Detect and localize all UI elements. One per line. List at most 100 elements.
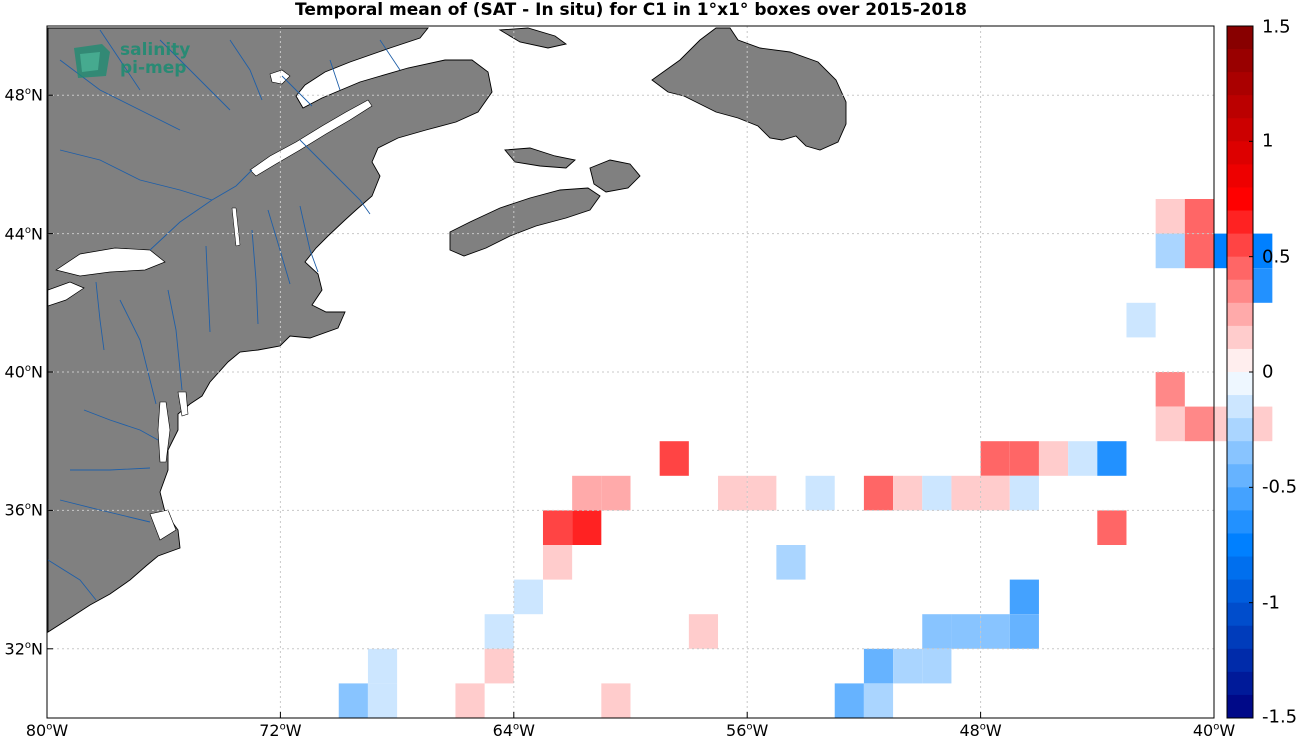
anomaly-cell: [1155, 372, 1185, 407]
anomaly-cell: [1009, 614, 1039, 649]
colorbar-swatch: [1227, 26, 1253, 50]
colorbar-swatch: [1227, 372, 1253, 396]
colorbar-swatch: [1227, 348, 1253, 373]
axis-ticks: [46, 94, 1215, 718]
anomaly-cell: [484, 648, 514, 684]
colorbar-swatch: [1227, 233, 1253, 258]
anomaly-cell: [863, 683, 894, 718]
saint-john-river: [299, 139, 371, 215]
roanoke-river: [59, 499, 151, 523]
penobscot-river: [299, 205, 319, 273]
anomaly-cell: [980, 614, 1010, 649]
colorbar-swatch: [1227, 464, 1253, 488]
anomaly-cell: [834, 683, 864, 718]
hudson-river: [205, 245, 211, 333]
anomaly-cell: [951, 475, 981, 511]
colorbar-swatch: [1227, 279, 1253, 304]
colorbar-swatch: [1227, 187, 1253, 212]
lon-tick-label: 64oW: [492, 721, 535, 740]
prince-edward-island: [504, 147, 576, 169]
anomaly-cell: [542, 545, 573, 580]
colorbar: [1226, 25, 1254, 719]
delaware-river: [167, 289, 183, 391]
lat-tick-label: 40oN: [4, 362, 43, 382]
lake-ontario: [55, 247, 166, 277]
potomac-river: [83, 409, 159, 441]
colorbar-swatch: [1227, 141, 1253, 165]
anomaly-cell: [805, 475, 835, 511]
anomaly-cell: [980, 441, 1010, 476]
anomaly-cell: [893, 648, 923, 684]
anomaly-cell: [922, 614, 952, 649]
anomaly-cell: [1068, 441, 1098, 476]
colorbar-swatch: [1227, 602, 1253, 627]
colorbar-swatch: [1227, 556, 1253, 581]
colorbar-swatch: [1227, 625, 1253, 650]
colorbar-swatch: [1227, 510, 1253, 534]
newfoundland: [651, 27, 847, 151]
anomaly-cell: [367, 683, 398, 718]
lon-tick-label: 40oW: [1192, 721, 1236, 740]
colorbar-swatch: [1227, 487, 1253, 511]
james-river: [70, 467, 151, 471]
cape-breton: [589, 159, 641, 193]
anomaly-cell: [601, 683, 631, 718]
north-america-coast: [47, 27, 493, 633]
colorbar-swatch: [1227, 533, 1253, 558]
colorbar-tick-label: -1.5: [1262, 706, 1298, 728]
colorbar-swatch: [1227, 395, 1253, 419]
map-title: Temporal mean of (SAT - In situ) for C1 …: [295, 0, 967, 20]
anomaly-cell: [922, 648, 952, 684]
kennebec-river: [267, 209, 291, 285]
colorbar-swatch: [1227, 441, 1253, 465]
anomaly-cell: [1038, 441, 1069, 476]
anomaly-cell: [659, 441, 689, 476]
anomaly-cell: [922, 475, 952, 511]
colorbar-swatch: [1227, 164, 1253, 188]
anomaly-cell: [1155, 199, 1185, 234]
nova-scotia: [449, 187, 601, 257]
lon-tick-label: 72oW: [259, 721, 302, 740]
lake-erie: [47, 281, 85, 307]
anomaly-cell: [338, 683, 368, 718]
colorbar-swatch: [1227, 579, 1253, 604]
anomaly-cell: [747, 475, 777, 511]
colorbar-swatch: [1227, 418, 1253, 442]
anomaly-cell: [980, 475, 1010, 511]
lon-tick-label: 80oW: [25, 721, 69, 740]
colorbar-tick-label: 1: [1262, 130, 1274, 152]
anomaly-cell: [455, 683, 485, 718]
rivers-layer: [47, 29, 401, 601]
lat-tick-label: 44oN: [4, 224, 43, 244]
logo-line-pimep: pi-mep: [120, 58, 187, 78]
anomaly-cell: [484, 614, 514, 649]
anomaly-cell: [1155, 406, 1185, 442]
salinity-pimep-logo-icon: [74, 44, 110, 78]
anomaly-cell: [776, 545, 806, 580]
colorbar-tick-label: 0: [1262, 361, 1274, 383]
pee-dee-river: [47, 559, 97, 601]
genesee-river: [95, 281, 105, 351]
anomaly-cell: [1184, 233, 1214, 269]
anomaly-cell: [951, 614, 981, 649]
anomaly-cell: [893, 475, 923, 511]
delaware-bay: [177, 391, 189, 417]
colorbar-swatch: [1227, 72, 1253, 96]
logo-line-salinity: salinity: [120, 40, 191, 60]
lat-tick-label: 48oN: [4, 85, 43, 105]
colorbar-swatch: [1227, 210, 1253, 235]
anomaly-cell: [542, 510, 573, 545]
anomaly-cell: [1009, 475, 1039, 511]
anomaly-cell: [688, 614, 719, 649]
colorbar-tick-label: -0.5: [1262, 476, 1298, 498]
anomaly-cells: [338, 199, 1273, 718]
colorbar-swatch: [1227, 49, 1253, 73]
anomaly-cell: [1009, 579, 1039, 615]
lat-tick-label: 36oN: [4, 500, 43, 520]
graticule: [47, 26, 1214, 718]
colorbar-swatch: [1227, 671, 1253, 696]
anomaly-cell: [863, 648, 894, 684]
colorbar-tick-label: 0.5: [1262, 246, 1291, 268]
salinity-pimep-logo: salinity pi-mep: [70, 36, 210, 86]
